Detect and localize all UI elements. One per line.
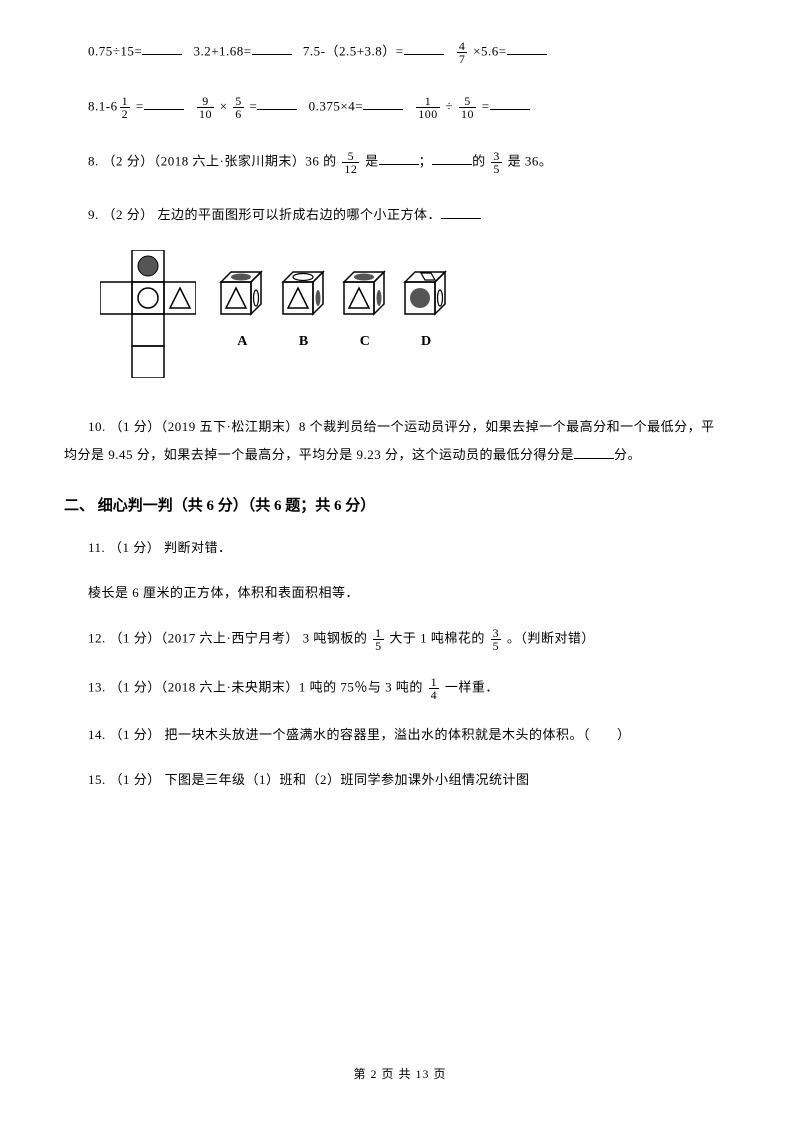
q12-pre: 12. （1 分）（2017 六上·西宁月考） 3 吨钢板的: [88, 631, 371, 646]
fraction-5-6: 56: [233, 95, 244, 120]
blank: [144, 96, 184, 110]
q10-line2-pre: 均分是 9.45 分，如果去掉一个最高分，平均分是 9.23 分，这个运动员的最…: [64, 447, 574, 462]
q8-mid3: 的: [472, 153, 489, 168]
blank: [142, 41, 182, 55]
fraction-5-12: 512: [342, 150, 359, 175]
q8-prefix: 8. （2 分）（2018 六上·张家川期末）36 的: [88, 153, 340, 168]
cube-label-d: D: [401, 331, 451, 353]
cube-label-b: B: [279, 331, 329, 353]
blank: [490, 96, 530, 110]
eq3: 7.5-（2.5+3.8）=: [303, 43, 404, 58]
eq1-pre: 8.1-: [88, 98, 111, 113]
q8-mid1: 是: [365, 153, 379, 168]
blank: [507, 41, 547, 55]
eq3: 0.375×4=: [309, 98, 363, 113]
mixed-whole: 6: [111, 98, 118, 113]
op: ×: [220, 98, 228, 113]
fraction-9-10: 910: [197, 95, 214, 120]
net-shape: [100, 250, 196, 385]
q8-mid2: ；: [419, 153, 433, 168]
q12-mid: 大于 1 吨棉花的: [389, 631, 488, 646]
blank: [363, 96, 403, 110]
q13-pre: 13. （1 分）（2018 六上·未央期末）1 吨的 75％与 3 吨的: [88, 680, 427, 695]
q10-line1: 10. （1 分）（2019 五下·松江期末）8 个裁判员给一个运动员评分，如果…: [88, 419, 715, 434]
op: ÷: [446, 98, 454, 113]
fraction-3-5: 35: [491, 150, 502, 175]
fraction-4-7: 47: [457, 40, 468, 65]
fraction-1-4: 14: [429, 676, 440, 701]
eq2-suf: =: [250, 98, 258, 113]
q9-text: 9. （2 分） 左边的平面图形可以折成右边的哪个小正方体．: [88, 207, 441, 222]
cube-label-c: C: [340, 331, 390, 353]
question-15: 15. （1 分） 下图是三年级（1）班和（2）班同学参加课外小组情况统计图: [88, 770, 728, 791]
blank: [257, 96, 297, 110]
fraction-5-10: 510: [459, 95, 476, 120]
eq2: 3.2+1.68=: [193, 43, 251, 58]
q12-suf: 。（判断对错）: [507, 631, 595, 646]
section-2-header: 二、 细心判一判（共 6 分）（共 6 题；共 6 分）: [64, 494, 728, 518]
calc-row-2: 8.1-612 = 910 × 56 = 0.375×4= 1100 ÷ 510…: [88, 95, 728, 120]
question-10: 10. （1 分）（2019 五下·松江期末）8 个裁判员给一个运动员评分，如果…: [88, 413, 728, 470]
question-11a: 11. （1 分） 判断对错．: [88, 538, 728, 559]
cube-a: A: [217, 268, 267, 353]
calc-row-1: 0.75÷15= 3.2+1.68= 7.5-（2.5+3.8）= 47 ×5.…: [88, 40, 728, 65]
fraction-3-5b: 35: [491, 627, 502, 652]
blank: [404, 41, 444, 55]
figure-row: A B C: [100, 250, 728, 385]
fraction-1-2: 12: [120, 95, 131, 120]
blank: [252, 41, 292, 55]
cube-c: C: [340, 268, 390, 353]
eq1-suf: =: [136, 98, 144, 113]
eq1: 0.75÷15=: [88, 43, 142, 58]
fraction-1-100: 1100: [416, 95, 440, 120]
question-12: 12. （1 分）（2017 六上·西宁月考） 3 吨钢板的 15 大于 1 吨…: [88, 627, 728, 652]
blank: [574, 445, 614, 459]
q10-line2-suf: 分。: [614, 447, 641, 462]
q8-suffix: 是 36。: [508, 153, 553, 168]
question-8: 8. （2 分）（2018 六上·张家川期末）36 的 512 是 ； 的 35 是…: [88, 150, 728, 175]
eq4-suf: =: [482, 98, 490, 113]
blank: [379, 151, 419, 165]
cube-label-a: A: [217, 331, 267, 353]
q13-suf: 一样重．: [445, 680, 499, 695]
page-footer: 第 2 页 共 13 页: [0, 1065, 800, 1084]
question-14: 14. （1 分） 把一块木头放进一个盛满水的容器里，溢出水的体积就是木头的体积…: [88, 725, 728, 746]
blank: [441, 205, 481, 219]
fraction-1-5: 15: [373, 627, 384, 652]
question-13: 13. （1 分）（2018 六上·未央期末）1 吨的 75％与 3 吨的 14…: [88, 676, 728, 701]
question-9: 9. （2 分） 左边的平面图形可以折成右边的哪个小正方体．: [88, 205, 728, 226]
cube-b: B: [279, 268, 329, 353]
cube-d: D: [401, 268, 451, 353]
blank: [432, 151, 472, 165]
question-11b: 棱长是 6 厘米的正方体，体积和表面积相等．: [88, 583, 728, 604]
eq4: ×5.6=: [473, 43, 506, 58]
cubes-row: A B C: [217, 268, 459, 353]
